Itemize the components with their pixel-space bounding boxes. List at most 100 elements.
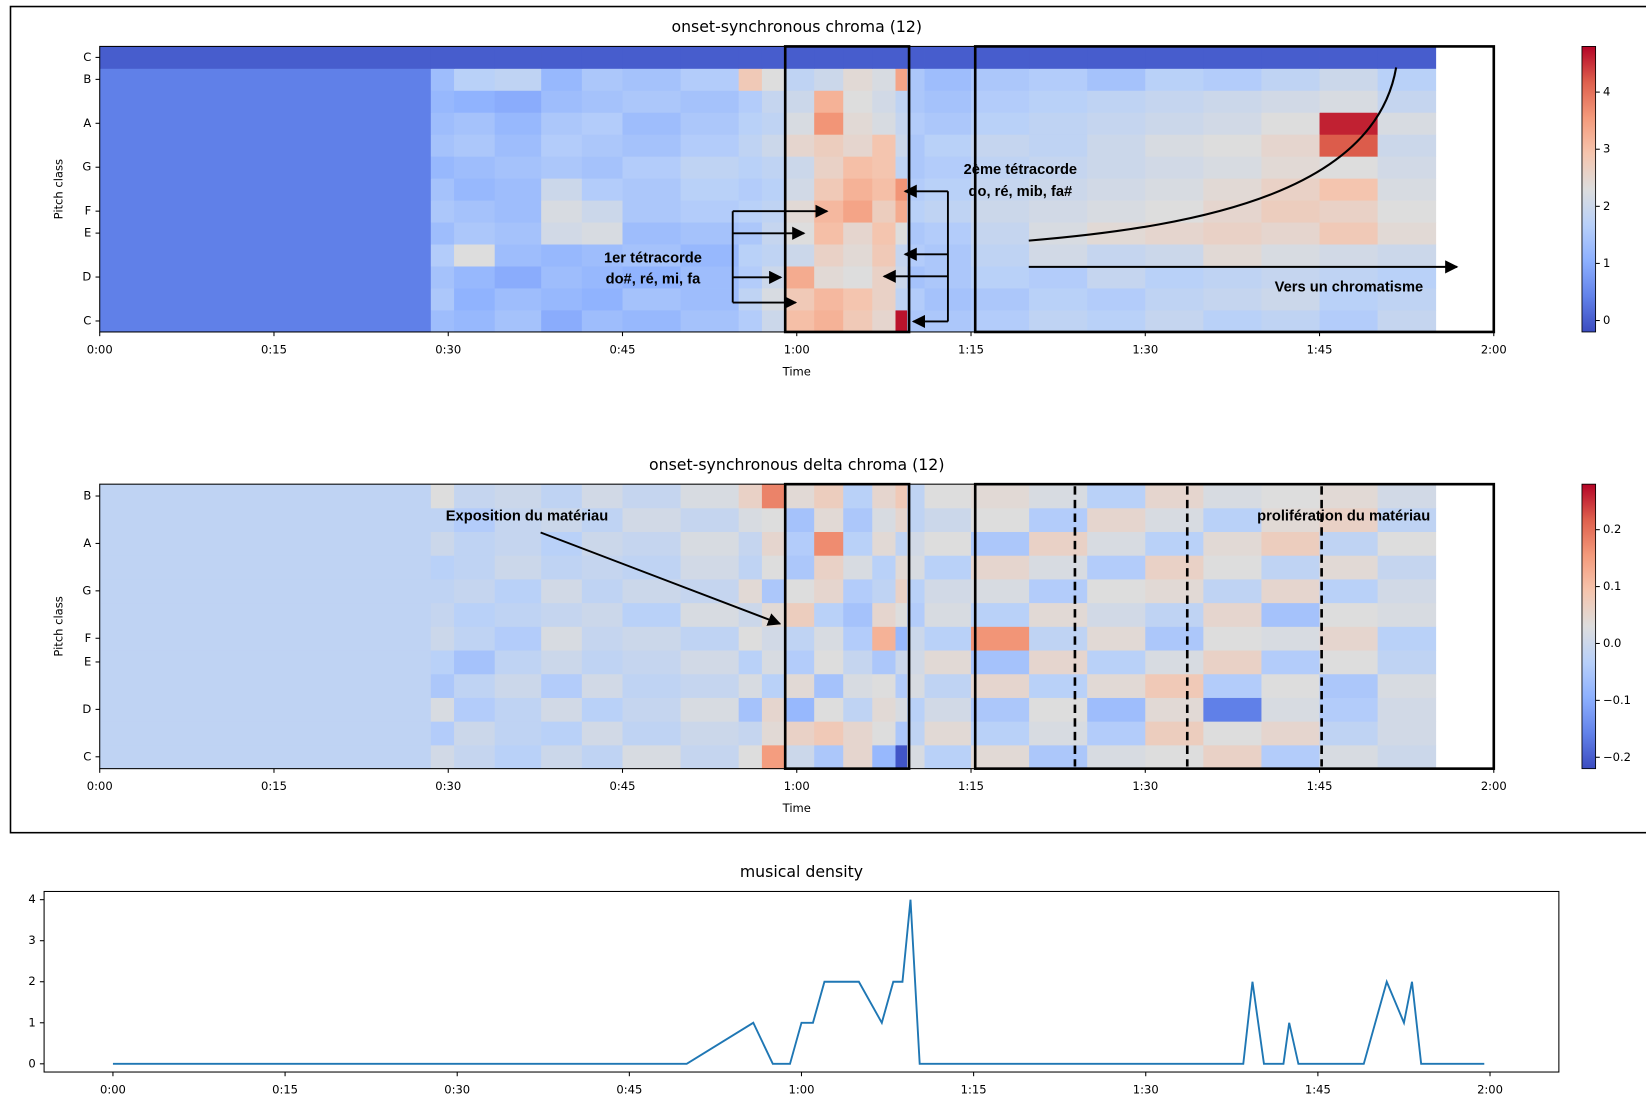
heat-cell [761,650,786,675]
heat-cell [1203,288,1262,311]
heat-cell [738,650,763,675]
heat-cell [1203,134,1262,157]
heat-cell [907,200,925,223]
heat-cell [761,484,786,509]
heat-cell [1203,222,1262,245]
heat-cell [872,507,896,533]
heat-cell [785,673,815,698]
annotation: prolifération du matériau [1257,509,1430,525]
heat-cell [581,673,623,698]
heat-cell [738,90,763,113]
heat-cell [680,134,740,157]
heat-cell [99,507,432,533]
heat-cell [971,288,1030,311]
heat-cell [761,178,786,201]
heat-cell [1377,90,1437,113]
x-tick-label: 0:45 [616,1082,642,1096]
heat-cell [1203,484,1262,509]
heat-cell [430,531,455,556]
heat-cell [907,134,925,157]
heat-cell [1029,626,1088,651]
heat-cell [622,288,682,311]
heat-cell [622,266,682,289]
heat-cell [971,578,1030,604]
heat-cell [785,244,815,267]
heat-cell [1261,555,1320,580]
heat-cell [541,626,583,651]
heat-cell [1145,650,1204,675]
heat-cell [541,673,583,698]
heat-cell [971,244,1030,267]
heat-cell [1319,134,1379,157]
heat-cell [785,90,815,113]
heat-cell [971,46,1030,69]
heat-cell [1029,46,1088,69]
heat-cell [785,602,815,627]
heat-cell [814,156,844,179]
heat-cell [872,222,896,245]
heat-cell [843,46,873,69]
x-tick-label: 0:45 [610,779,636,793]
heat-cell [494,721,542,746]
heat-cell [785,288,815,311]
y-tick-label: C [83,313,91,327]
heat-cell [430,697,455,722]
heat-cell [924,484,972,509]
heat-cell [738,626,763,651]
heat-cell [1261,68,1320,91]
heat-cell [1203,90,1262,113]
heat-cell [1377,650,1437,675]
heat-cell [1145,244,1204,267]
y-tick-label: G [82,583,91,597]
heat-cell [971,309,1030,333]
heat-cell [814,507,844,533]
heat-cell [1377,626,1437,651]
colorbar-tick-label: 2 [1603,199,1610,213]
heat-cell [1087,90,1146,113]
heat-cell [454,507,496,533]
heat-cell [1319,90,1379,113]
heat-cell [680,90,740,113]
heat-cell [1145,507,1204,533]
heat-cell [1087,222,1146,245]
heat-cell [430,178,455,201]
heat-cell [971,555,1030,580]
heat-cell [1087,484,1146,509]
y-tick-label: F [85,631,92,645]
heat-cell [843,697,873,722]
heat-cell [541,68,583,91]
heat-cell [99,266,432,289]
heat-cell [1203,602,1262,627]
heat-cell [1261,200,1320,223]
heat-cell [1377,484,1437,509]
heat-cell [1377,134,1437,157]
heat-cell [1261,309,1320,333]
heat-cell [99,309,432,333]
heat-cell [680,178,740,201]
heat-cell [541,90,583,113]
heat-cell [1203,266,1262,289]
x-tick-label: 0:30 [444,1082,470,1096]
heat-cell [622,507,682,533]
heat-cell [1087,68,1146,91]
heat-cell [907,68,925,91]
heat-cell [622,484,682,509]
heat-cell [1145,555,1204,580]
heat-cell [1029,288,1088,311]
x-tick-label: 1:15 [958,779,984,793]
heat-cell [1087,46,1146,69]
heat-cell [761,531,786,556]
heat-cell [1377,266,1437,289]
heat-cell [1029,244,1088,267]
heat-cell [971,200,1030,223]
heat-cell [1261,697,1320,722]
heat-cell [924,602,972,627]
heat-cell [814,309,844,333]
heat-cell [895,68,908,91]
heat-cell [494,507,542,533]
heat-cell [430,46,455,69]
heat-cell [454,578,496,604]
heat-cell [541,178,583,201]
heat-cell [843,156,873,179]
heat-cell [843,673,873,698]
